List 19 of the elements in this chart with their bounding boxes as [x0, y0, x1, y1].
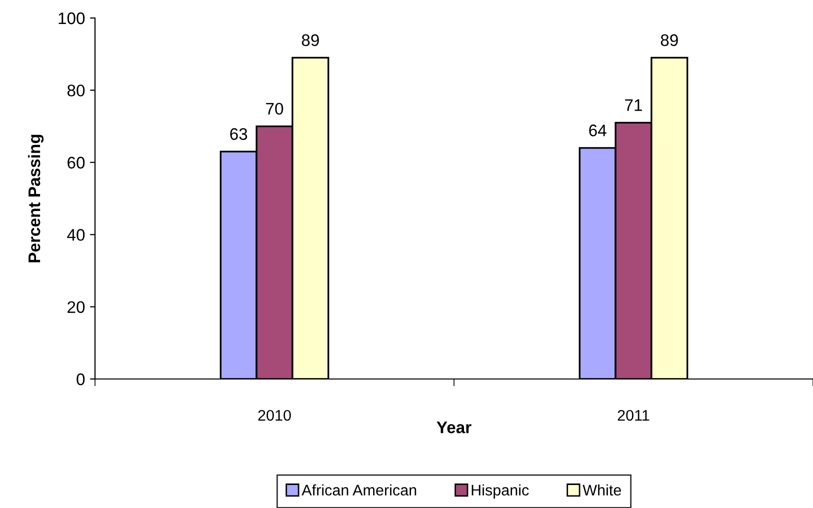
data-label: 89	[660, 34, 678, 46]
y-axis-title: Percent Passing	[28, 134, 44, 262]
y-tick-label: 60	[68, 156, 85, 169]
y-tick-label: 40	[67, 229, 85, 241]
x-tick-label: 2010	[258, 410, 291, 421]
y-tick-label: 20	[68, 301, 85, 314]
x-tick-label: 2011	[618, 410, 650, 421]
y-tick-label: 0	[76, 373, 85, 386]
legend-label: African American	[302, 484, 416, 496]
y-tick-label: 100	[58, 12, 85, 24]
data-label: 63	[230, 128, 248, 140]
y-tick-label: 80	[67, 84, 85, 96]
x-axis-title: Year	[436, 422, 472, 434]
data-label: 64	[589, 124, 606, 136]
legend-label: Hispanic	[472, 484, 529, 499]
legend-label: White	[582, 484, 621, 496]
data-label: 89	[302, 34, 319, 46]
data-label: 70	[266, 102, 284, 115]
data-label: 71	[625, 99, 642, 111]
